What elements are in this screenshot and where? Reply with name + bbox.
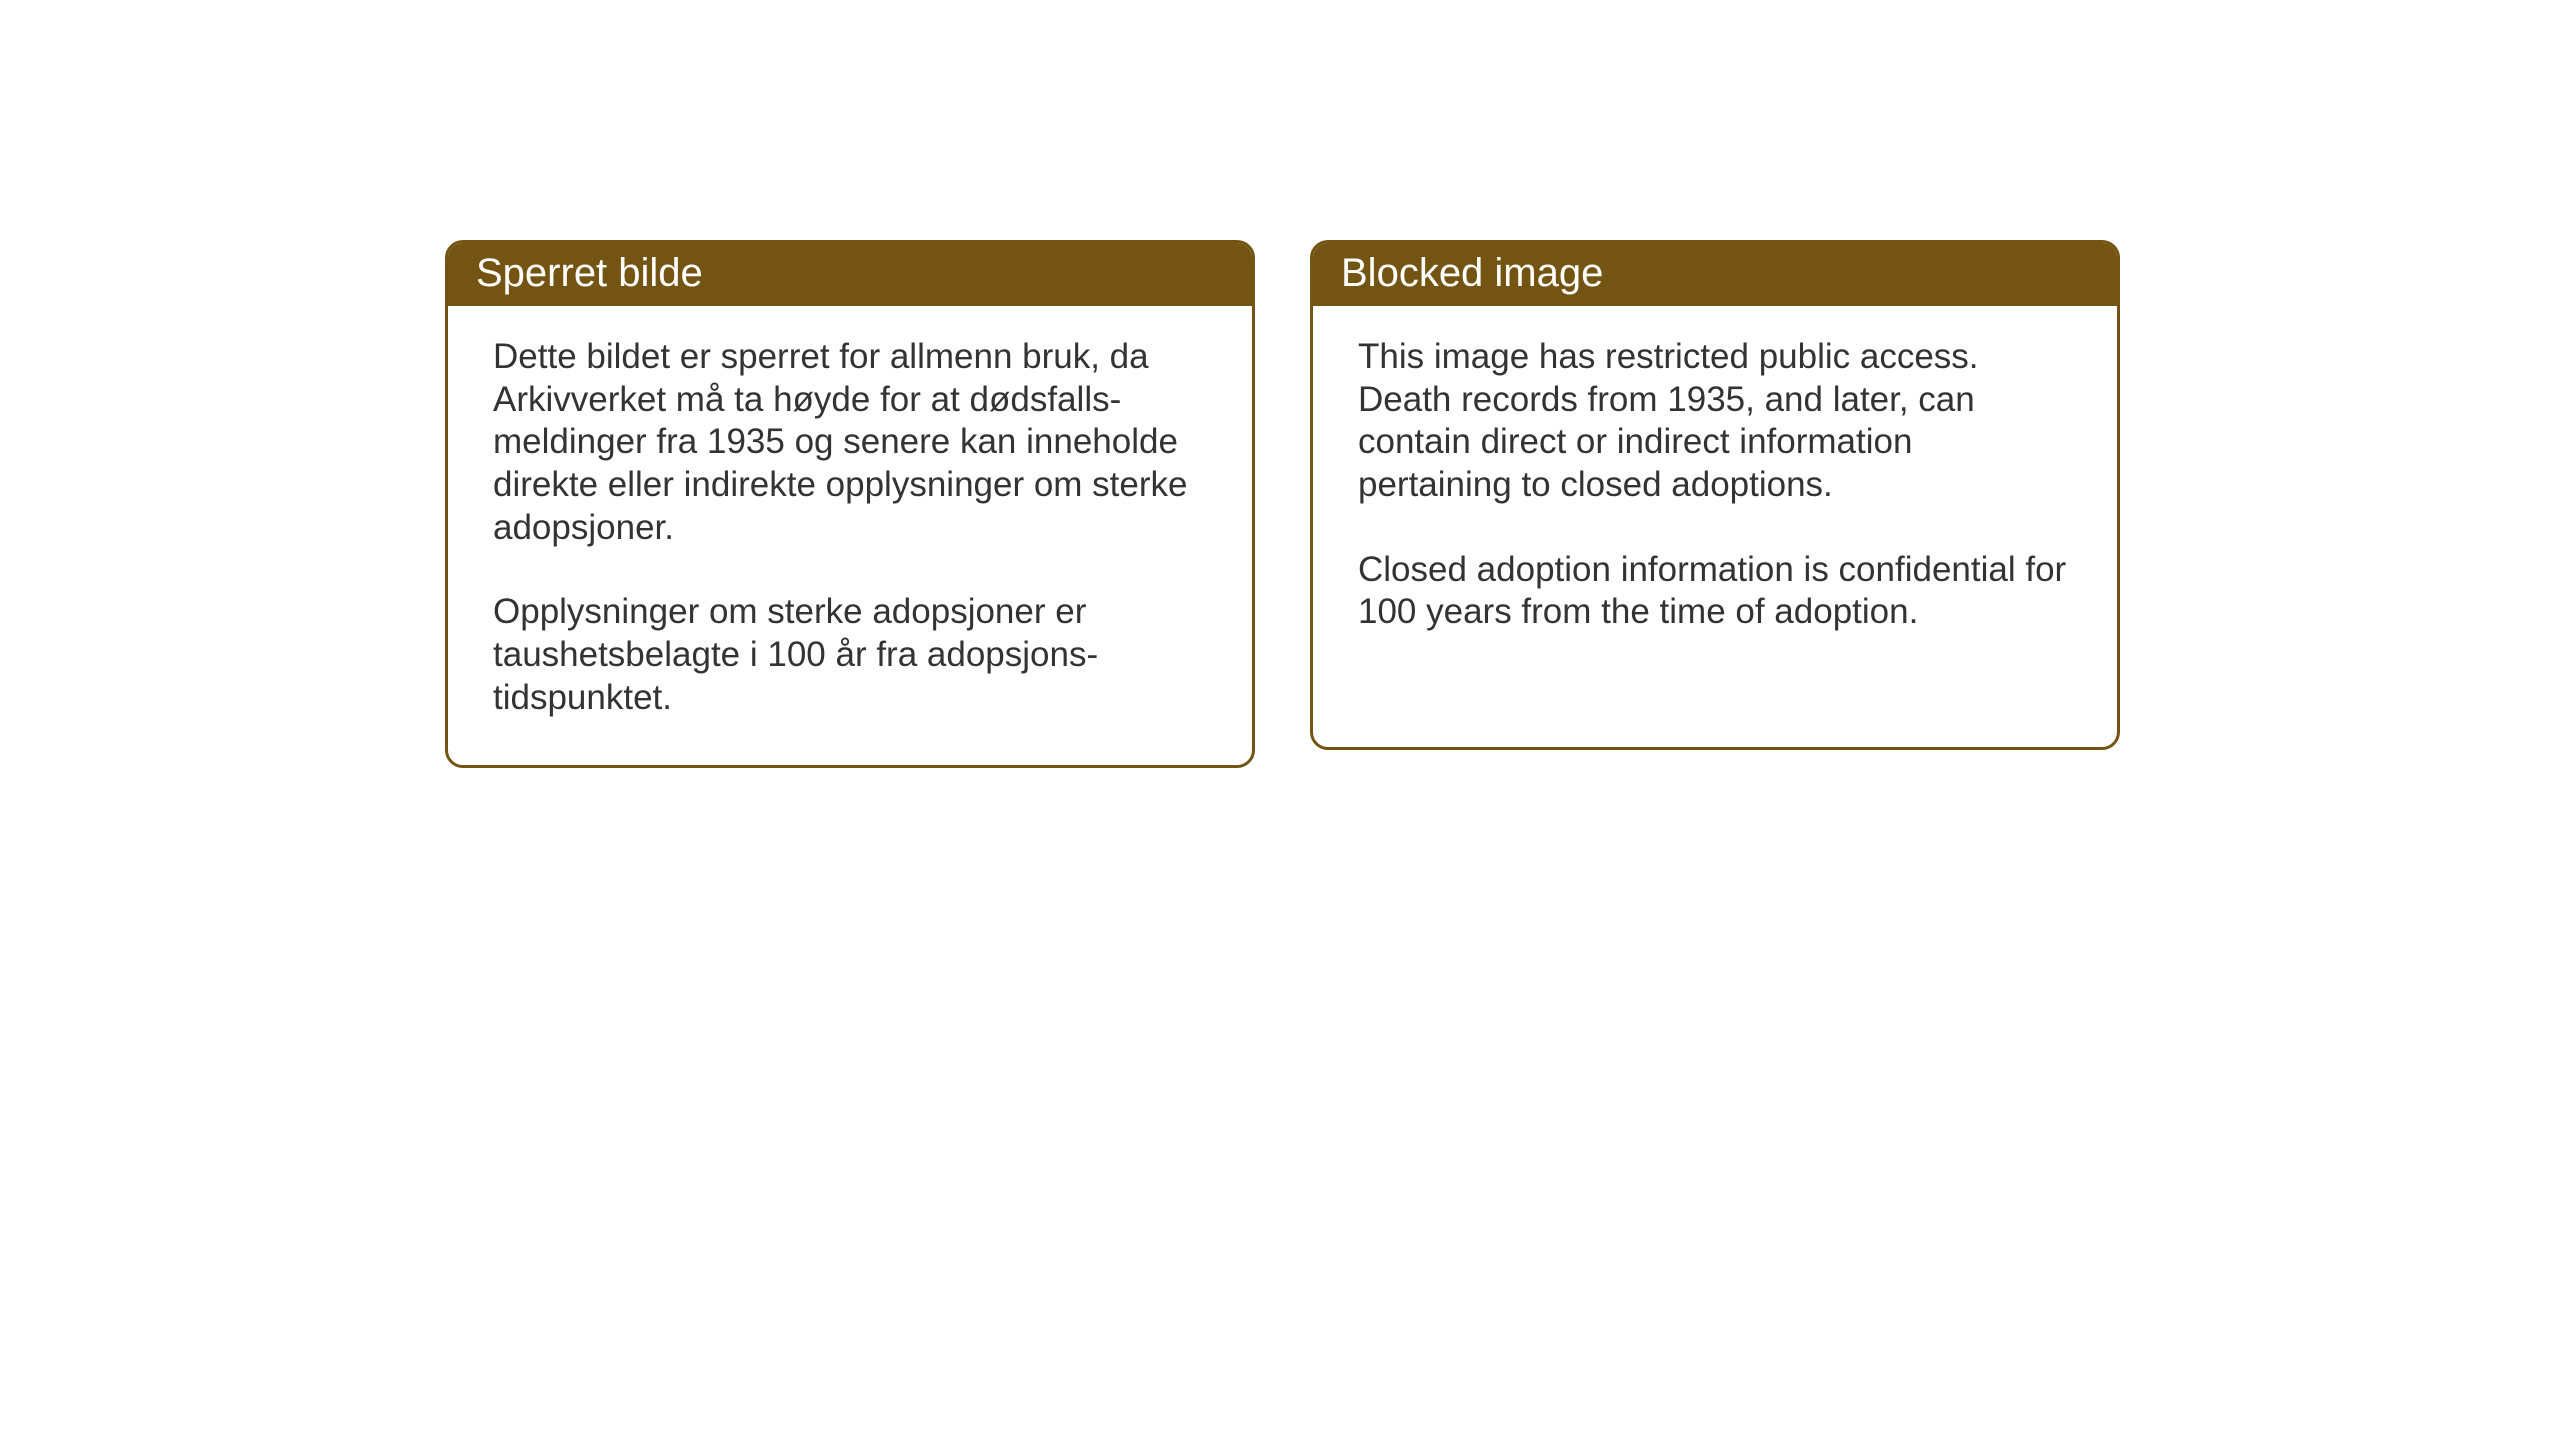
notice-paragraph-2-norwegian: Opplysninger om sterke adopsjoner er tau… bbox=[493, 591, 1207, 719]
notice-paragraph-2-english: Closed adoption information is confident… bbox=[1358, 549, 2072, 634]
notice-header-english: Blocked image bbox=[1313, 243, 2117, 306]
notice-body-english: This image has restricted public access.… bbox=[1313, 306, 2117, 679]
notice-box-norwegian: Sperret bilde Dette bildet er sperret fo… bbox=[445, 240, 1255, 768]
notice-container: Sperret bilde Dette bildet er sperret fo… bbox=[445, 240, 2120, 768]
notice-paragraph-1-norwegian: Dette bildet er sperret for allmenn bruk… bbox=[493, 336, 1207, 549]
notice-header-norwegian: Sperret bilde bbox=[448, 243, 1252, 306]
notice-body-norwegian: Dette bildet er sperret for allmenn bruk… bbox=[448, 306, 1252, 765]
notice-paragraph-1-english: This image has restricted public access.… bbox=[1358, 336, 2072, 507]
notice-title-norwegian: Sperret bilde bbox=[476, 251, 703, 295]
notice-box-english: Blocked image This image has restricted … bbox=[1310, 240, 2120, 750]
notice-title-english: Blocked image bbox=[1341, 251, 1603, 295]
